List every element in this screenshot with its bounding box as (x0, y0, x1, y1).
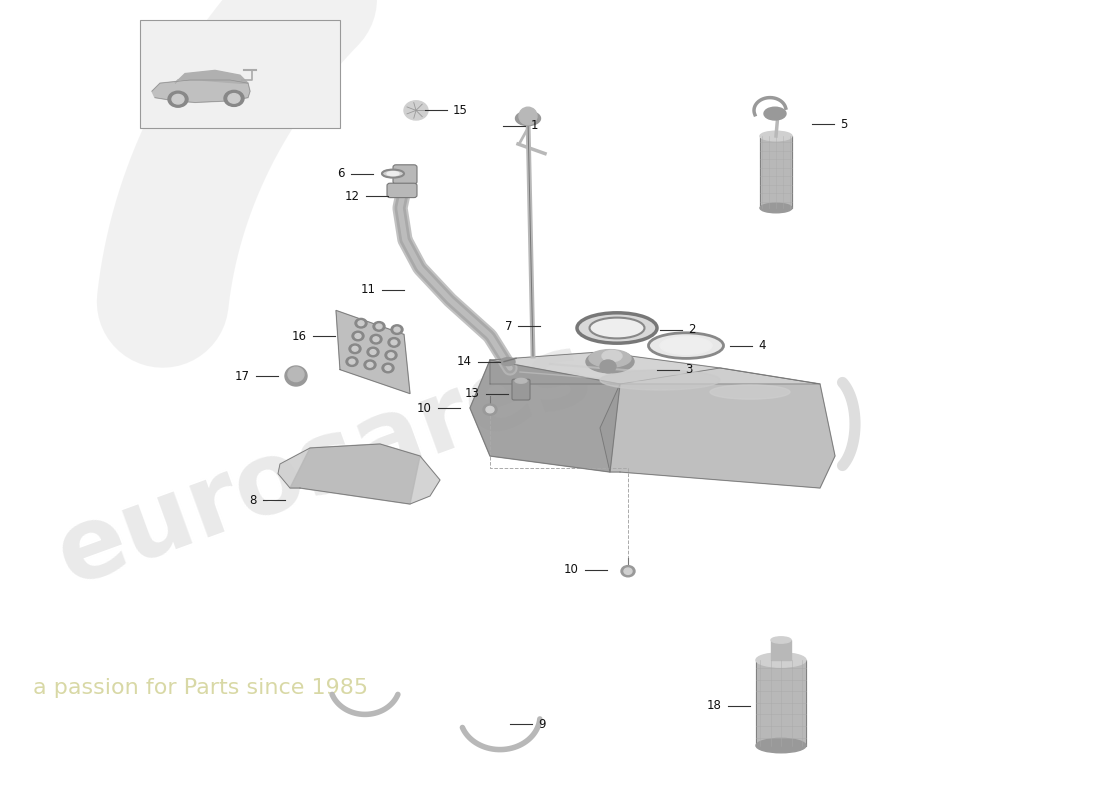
Circle shape (621, 566, 635, 577)
Polygon shape (600, 368, 835, 488)
Circle shape (373, 337, 380, 342)
Ellipse shape (382, 170, 404, 178)
Polygon shape (760, 136, 792, 208)
Circle shape (168, 91, 188, 107)
Circle shape (346, 357, 358, 366)
Text: 3: 3 (685, 363, 692, 376)
Polygon shape (470, 360, 620, 472)
Polygon shape (290, 444, 420, 504)
Circle shape (228, 94, 240, 103)
Text: eurosares: eurosares (44, 322, 604, 606)
Circle shape (388, 338, 400, 347)
Polygon shape (278, 444, 440, 504)
Ellipse shape (394, 177, 416, 186)
Ellipse shape (771, 637, 791, 643)
FancyBboxPatch shape (393, 165, 417, 184)
Circle shape (172, 94, 184, 104)
Ellipse shape (519, 107, 537, 125)
Circle shape (385, 350, 397, 360)
Polygon shape (771, 640, 791, 660)
Circle shape (367, 362, 373, 367)
Polygon shape (336, 310, 410, 394)
Ellipse shape (516, 111, 540, 126)
Ellipse shape (756, 738, 806, 753)
Ellipse shape (285, 366, 307, 386)
Circle shape (624, 568, 632, 574)
Circle shape (370, 334, 382, 344)
Text: 7: 7 (505, 320, 512, 333)
Circle shape (364, 360, 376, 370)
Text: 2: 2 (688, 323, 695, 336)
Ellipse shape (760, 203, 792, 213)
Circle shape (349, 344, 361, 354)
Circle shape (355, 318, 367, 328)
Text: 10: 10 (417, 402, 432, 414)
FancyBboxPatch shape (512, 379, 530, 400)
Text: 17: 17 (235, 370, 250, 382)
Circle shape (394, 327, 400, 332)
Text: 11: 11 (361, 283, 376, 296)
Circle shape (370, 350, 376, 354)
Ellipse shape (590, 318, 645, 338)
Circle shape (385, 366, 390, 370)
Circle shape (483, 404, 497, 415)
Polygon shape (152, 80, 250, 102)
Ellipse shape (602, 350, 621, 362)
Polygon shape (490, 352, 820, 384)
Circle shape (388, 353, 394, 358)
Text: 14: 14 (456, 355, 472, 368)
Text: 9: 9 (538, 718, 546, 730)
Circle shape (486, 406, 494, 413)
Ellipse shape (756, 653, 806, 667)
Ellipse shape (600, 370, 720, 390)
Circle shape (355, 334, 361, 338)
Circle shape (390, 325, 403, 334)
Circle shape (358, 321, 364, 326)
Circle shape (352, 346, 358, 351)
Text: 12: 12 (345, 190, 360, 202)
Text: 18: 18 (707, 699, 722, 712)
Text: a passion for Parts since 1985: a passion for Parts since 1985 (33, 678, 369, 698)
Ellipse shape (764, 107, 786, 120)
Ellipse shape (649, 333, 724, 358)
Ellipse shape (660, 337, 712, 354)
Ellipse shape (710, 385, 790, 399)
Ellipse shape (500, 358, 515, 366)
Circle shape (404, 101, 428, 120)
Bar (140, 20, 340, 128)
Ellipse shape (407, 103, 425, 118)
Circle shape (373, 322, 385, 331)
Circle shape (376, 324, 382, 329)
Circle shape (352, 331, 364, 341)
Text: 13: 13 (465, 387, 480, 400)
Text: 1: 1 (531, 119, 539, 132)
Text: 15: 15 (453, 104, 468, 117)
Circle shape (349, 359, 355, 364)
Text: 8: 8 (250, 494, 257, 506)
Polygon shape (756, 660, 806, 746)
FancyBboxPatch shape (387, 183, 417, 198)
Circle shape (390, 340, 397, 345)
Circle shape (367, 347, 380, 357)
Ellipse shape (760, 131, 792, 141)
Ellipse shape (588, 350, 631, 367)
Text: 4: 4 (758, 339, 766, 352)
Polygon shape (175, 70, 248, 83)
Ellipse shape (586, 350, 634, 373)
Text: 10: 10 (564, 563, 579, 576)
Ellipse shape (288, 367, 304, 382)
Text: 16: 16 (292, 330, 307, 342)
Circle shape (224, 90, 244, 106)
Circle shape (382, 363, 394, 373)
Circle shape (600, 360, 616, 373)
Text: 6: 6 (338, 167, 345, 180)
Text: 5: 5 (840, 118, 847, 130)
Ellipse shape (387, 172, 399, 176)
Ellipse shape (578, 313, 656, 342)
Ellipse shape (515, 378, 527, 383)
